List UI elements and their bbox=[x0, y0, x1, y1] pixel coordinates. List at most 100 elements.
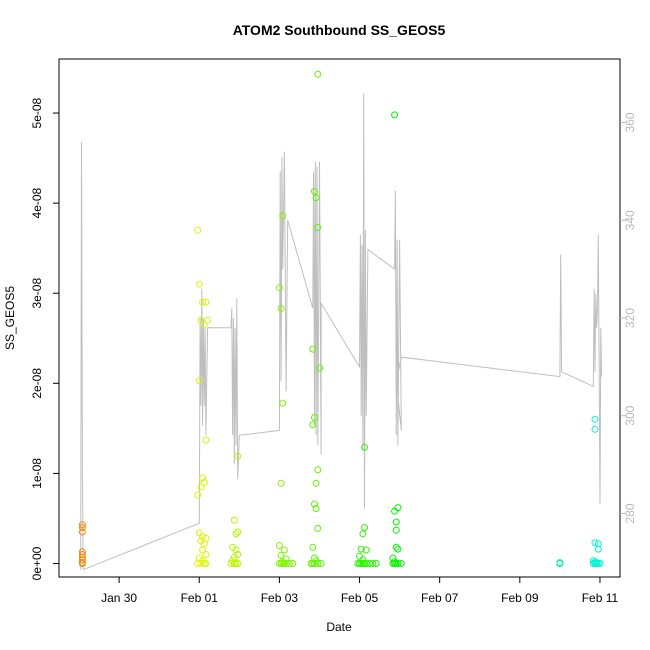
y-tick-label: 2e-08 bbox=[30, 368, 44, 399]
data-point bbox=[591, 425, 599, 433]
x-axis: Jan 30 Feb 01 Feb 03 Feb 05 Feb 07 Feb 09 Feb … bbox=[101, 577, 619, 605]
data-point bbox=[591, 415, 599, 423]
data-point bbox=[311, 414, 318, 421]
data-point bbox=[312, 194, 320, 202]
data-point bbox=[394, 560, 402, 567]
data-point bbox=[234, 560, 242, 567]
y-axis: 0e+00 1e-08 2e-08 3e-08 4e-08 5e-08 bbox=[30, 97, 59, 580]
data-point bbox=[392, 526, 400, 534]
data-point bbox=[194, 560, 202, 567]
y-axis-label: SS_GEOS5 bbox=[3, 286, 17, 350]
data-point bbox=[78, 551, 86, 558]
series-2 bbox=[227, 452, 242, 567]
data-point bbox=[397, 560, 405, 567]
y-tick-label: 4e-08 bbox=[30, 187, 44, 218]
data-point bbox=[594, 540, 602, 548]
x-tick-label: Feb 11 bbox=[582, 591, 619, 605]
data-point bbox=[277, 305, 285, 312]
y2-axis: 280 300 320 340 360 bbox=[620, 112, 637, 524]
y2-tick-label: 360 bbox=[623, 112, 637, 132]
data-point bbox=[232, 530, 240, 538]
x-tick-label: Feb 01 bbox=[181, 591, 219, 605]
data-point bbox=[314, 560, 322, 567]
data-point bbox=[316, 364, 323, 372]
data-point bbox=[359, 530, 367, 538]
data-point bbox=[556, 559, 564, 567]
data-point bbox=[314, 70, 322, 78]
series-3 bbox=[275, 212, 297, 567]
data-point bbox=[200, 540, 208, 548]
data-point bbox=[199, 474, 207, 482]
data-point bbox=[361, 524, 368, 531]
x-tick-label: Feb 03 bbox=[261, 591, 299, 605]
y2-tick-label: 280 bbox=[623, 503, 637, 523]
data-point bbox=[354, 560, 362, 567]
data-point bbox=[594, 545, 602, 553]
data-point bbox=[392, 543, 400, 551]
data-point bbox=[78, 521, 86, 529]
y2-tick-label: 340 bbox=[623, 210, 637, 230]
series-1 bbox=[194, 226, 212, 567]
data-point bbox=[279, 399, 287, 407]
data-point bbox=[202, 298, 210, 306]
y-tick-label: 0e+00 bbox=[30, 546, 44, 580]
data-point bbox=[204, 316, 212, 324]
data-point bbox=[314, 224, 322, 231]
data-point bbox=[194, 491, 202, 499]
data-point bbox=[78, 560, 86, 567]
data-point bbox=[311, 187, 318, 195]
data-point bbox=[199, 533, 207, 540]
plot-frame bbox=[58, 58, 621, 578]
data-point bbox=[280, 546, 288, 554]
data-point bbox=[591, 560, 599, 567]
data-point bbox=[394, 545, 402, 553]
data-point bbox=[199, 298, 207, 306]
data-point bbox=[78, 528, 86, 536]
data-point bbox=[362, 560, 370, 567]
data-point bbox=[314, 466, 322, 474]
data-point bbox=[372, 560, 380, 567]
line-layer bbox=[80, 93, 603, 571]
data-point bbox=[309, 421, 317, 429]
series-5 bbox=[314, 70, 322, 78]
y2-tick-label: 320 bbox=[623, 308, 637, 328]
data-point bbox=[394, 504, 402, 512]
data-point bbox=[230, 516, 238, 524]
data-point bbox=[234, 528, 242, 536]
data-point bbox=[596, 560, 604, 567]
data-point bbox=[317, 560, 325, 567]
data-point bbox=[309, 543, 317, 551]
line-series bbox=[80, 93, 603, 571]
data-point bbox=[392, 518, 400, 526]
data-point bbox=[356, 552, 363, 560]
series-6 bbox=[354, 443, 380, 567]
y-tick-label: 3e-08 bbox=[30, 278, 44, 309]
data-point bbox=[230, 560, 238, 567]
data-point bbox=[78, 556, 86, 564]
data-point bbox=[194, 226, 202, 234]
series-0 bbox=[78, 521, 86, 567]
data-point bbox=[78, 548, 86, 556]
data-point bbox=[362, 546, 370, 554]
y-tick-label: 1e-08 bbox=[30, 458, 44, 489]
data-point bbox=[200, 560, 208, 567]
data-point bbox=[197, 560, 205, 567]
chart-title: ATOM2 Southbound SS_GEOS5 bbox=[233, 22, 446, 38]
data-point bbox=[391, 111, 399, 119]
data-point bbox=[275, 542, 283, 549]
points-layer bbox=[78, 70, 604, 567]
x-tick-label: Feb 09 bbox=[501, 591, 539, 605]
x-tick-label: Feb 07 bbox=[421, 591, 459, 605]
data-point bbox=[357, 545, 365, 553]
data-point bbox=[195, 529, 203, 537]
data-point bbox=[366, 560, 374, 567]
data-point bbox=[234, 452, 242, 460]
data-point bbox=[197, 316, 205, 324]
data-point bbox=[200, 321, 208, 329]
series-8 bbox=[556, 559, 564, 567]
data-point bbox=[361, 443, 368, 451]
data-point bbox=[279, 212, 287, 220]
data-point bbox=[369, 560, 377, 567]
data-point bbox=[275, 284, 283, 292]
series-7 bbox=[389, 111, 405, 567]
